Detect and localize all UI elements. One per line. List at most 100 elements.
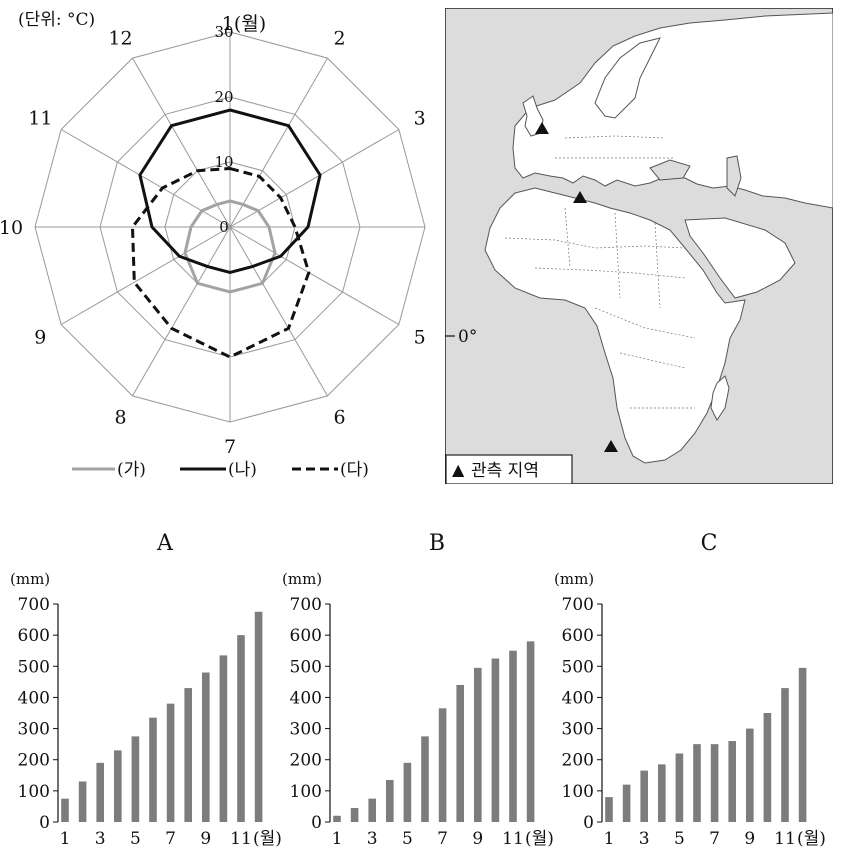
bar — [710, 744, 719, 822]
bar — [219, 655, 228, 822]
map-legend-marker: ▲ — [452, 460, 465, 479]
x-tick-label: 3 — [367, 829, 378, 849]
y-tick-label: 200 — [18, 751, 50, 771]
observation-marker-capetown — [604, 440, 618, 452]
x-tick-label: 5 — [402, 829, 413, 849]
radar-month-label: 10 — [0, 217, 23, 239]
y-tick-label: 700 — [290, 595, 322, 615]
bar — [149, 717, 157, 822]
bar-panel-a: A (mm) 700 600 500 400 300 200 100 01 3 5 7 9 11 (월) — [10, 531, 282, 849]
x-tick-label: 7 — [709, 829, 720, 849]
bar — [61, 798, 69, 822]
y-tick-label: 100 — [290, 782, 322, 802]
bar — [781, 688, 789, 822]
bar — [438, 708, 447, 822]
y-unit-label: (mm) — [282, 570, 322, 588]
y-tick-label: 600 — [562, 626, 594, 646]
bar — [254, 611, 263, 822]
radar-spoke — [229, 226, 400, 325]
bar — [763, 713, 772, 822]
x-tick-label: 5 — [130, 829, 141, 849]
y-tick-label: 500 — [290, 657, 322, 677]
bar — [746, 728, 754, 822]
bar — [509, 650, 517, 822]
bar — [114, 750, 122, 822]
y-tick-label: 0 — [583, 813, 594, 833]
radar-tick-label: 30 — [214, 23, 233, 41]
bar — [421, 736, 429, 822]
y-tick-label: 300 — [290, 720, 322, 740]
bar — [386, 779, 394, 822]
bar — [622, 784, 631, 822]
radar-legend: (가) (나) (다) — [72, 460, 369, 480]
y-tick-label: 500 — [562, 657, 594, 677]
radar-spoke — [229, 129, 400, 228]
x-tick-label: 11 — [774, 829, 796, 849]
radar-series-2 — [130, 166, 311, 359]
bar-panel-b: B (mm) 700 600 500 400 300 200 100 01 3 5 7 9 11 (월) — [282, 531, 554, 849]
radar-month-label: 3 — [414, 108, 426, 130]
x-tick-label: 11 — [502, 829, 524, 849]
bar — [166, 703, 175, 822]
y-unit-label: (mm) — [10, 570, 50, 588]
radar-tick-label: 0 — [219, 218, 229, 236]
bar — [675, 753, 684, 822]
radar-month-labels: 1(월)23456789101112 — [0, 13, 426, 458]
radar-month-label: 9 — [34, 327, 46, 349]
radar-month-label: 11 — [28, 108, 52, 130]
bar — [798, 667, 807, 822]
y-tick-label: 200 — [562, 751, 594, 771]
x-tick-label: 9 — [744, 829, 755, 849]
panel-title: C — [701, 531, 718, 556]
radar-spoke — [132, 57, 231, 228]
y-tick-label: 400 — [290, 688, 322, 708]
y-tick-label: 100 — [562, 782, 594, 802]
radar-month-label: 8 — [114, 407, 126, 429]
x-tick-label: 3 — [639, 829, 650, 849]
y-tick-label: 400 — [562, 688, 594, 708]
x-tick-label: 1 — [332, 829, 343, 849]
country-borders — [504, 135, 696, 409]
y-tick-label: 400 — [18, 688, 50, 708]
bar — [403, 762, 412, 822]
radar-month-label: 2 — [333, 27, 345, 49]
radar-month-label: 7 — [224, 436, 236, 458]
caspian-sea — [726, 155, 742, 197]
y-unit-label: (mm) — [554, 570, 594, 588]
radar-spoke — [229, 226, 328, 397]
bar — [131, 736, 140, 822]
panel-title: A — [156, 531, 174, 556]
map-legend-label: 관측 지역 — [471, 461, 539, 481]
x-unit-label: (월) — [797, 829, 826, 849]
x-tick-label: 7 — [437, 829, 448, 849]
observation-map: 0° ▲ 관측 지역 — [445, 8, 833, 484]
x-tick-label: 9 — [200, 829, 211, 849]
bar — [333, 815, 341, 822]
radar-spoke — [132, 226, 231, 397]
bar — [237, 635, 245, 822]
landmass-eurasia — [512, 12, 833, 209]
y-tick-label: 700 — [18, 595, 50, 615]
bar-panel-c: C (mm) 700 600 500 400 300 200 100 01 3 5 7 9 11 (월) — [554, 531, 826, 849]
radar-month-label: 1(월) — [222, 13, 266, 35]
bar — [491, 658, 500, 822]
y-tick-label: 200 — [290, 751, 322, 771]
bar — [728, 741, 736, 822]
landmass-arabia — [684, 217, 796, 299]
panel-title: B — [429, 531, 445, 556]
radar-month-label: 12 — [108, 27, 132, 49]
bar — [96, 762, 104, 822]
legend-label-na: (나) — [228, 460, 257, 480]
bar — [526, 641, 535, 822]
map-legend-box — [445, 454, 573, 484]
y-tick-label: 0 — [311, 813, 322, 833]
black-sea — [649, 159, 691, 181]
bar — [474, 667, 482, 822]
y-tick-label: 300 — [18, 720, 50, 740]
x-tick-label: 5 — [674, 829, 685, 849]
bar — [693, 744, 701, 822]
legend-label-da: (다) — [340, 460, 369, 480]
y-tick-label: 100 — [18, 782, 50, 802]
radar-month-label: 6 — [333, 407, 345, 429]
